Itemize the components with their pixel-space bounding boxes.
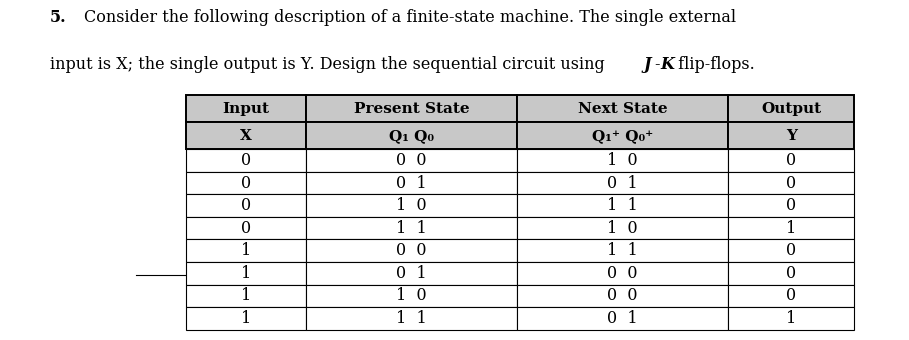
Text: 1: 1	[241, 265, 251, 282]
Text: 1  0: 1 0	[396, 287, 426, 304]
Text: 0  1: 0 1	[396, 265, 426, 282]
Text: X: X	[240, 129, 252, 143]
Text: Consider the following description of a finite-state machine. The single externa: Consider the following description of a …	[84, 8, 735, 26]
Text: input is X; the single output is Y. Design the sequential circuit using: input is X; the single output is Y. Desi…	[50, 56, 610, 73]
Text: 0  1: 0 1	[607, 174, 638, 191]
Text: 5.: 5.	[50, 8, 66, 26]
Text: 0: 0	[241, 220, 251, 237]
Text: 0  0: 0 0	[607, 287, 637, 304]
Text: 0: 0	[241, 197, 251, 214]
Text: 1: 1	[241, 287, 251, 304]
Text: 1: 1	[241, 310, 251, 327]
Text: 0: 0	[786, 152, 796, 169]
Text: 0  0: 0 0	[607, 265, 637, 282]
Text: Next State: Next State	[577, 102, 667, 116]
Text: 0  0: 0 0	[396, 242, 426, 259]
Text: 0  1: 0 1	[396, 174, 426, 191]
Text: 1  0: 1 0	[607, 220, 638, 237]
Text: 0  1: 0 1	[607, 310, 638, 327]
Text: -: -	[654, 56, 660, 73]
Text: 1  0: 1 0	[396, 197, 426, 214]
Text: 0  0: 0 0	[396, 152, 426, 169]
Text: 0: 0	[786, 174, 796, 191]
Text: 0: 0	[241, 152, 251, 169]
Text: Present State: Present State	[354, 102, 469, 116]
Text: 0: 0	[786, 265, 796, 282]
Text: 1: 1	[786, 220, 796, 237]
Text: 1  1: 1 1	[396, 310, 426, 327]
Text: Q₁ Q₀: Q₁ Q₀	[389, 129, 434, 143]
Text: 0: 0	[786, 287, 796, 304]
Text: 1  0: 1 0	[607, 152, 638, 169]
Text: 1  1: 1 1	[396, 220, 426, 237]
Text: 1  1: 1 1	[607, 242, 638, 259]
Text: Q₁⁺ Q₀⁺: Q₁⁺ Q₀⁺	[592, 129, 653, 143]
Text: Input: Input	[223, 102, 270, 116]
Text: Output: Output	[761, 102, 821, 116]
Text: K: K	[661, 56, 674, 73]
Text: J: J	[644, 56, 651, 73]
Text: flip-flops.: flip-flops.	[673, 56, 754, 73]
Text: Y: Y	[785, 129, 796, 143]
Text: 0: 0	[786, 242, 796, 259]
Text: 1: 1	[786, 310, 796, 327]
Text: 0: 0	[786, 197, 796, 214]
Text: 0: 0	[241, 174, 251, 191]
Text: 1  1: 1 1	[607, 197, 638, 214]
Text: 1: 1	[241, 242, 251, 259]
